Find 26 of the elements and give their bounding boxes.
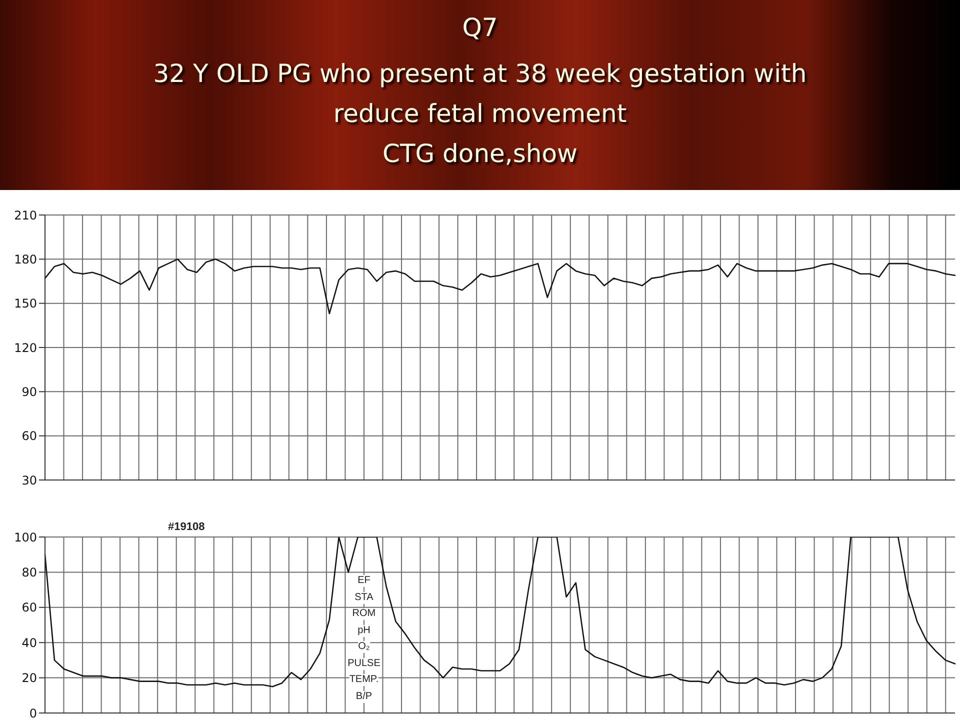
y-tick-label: 60 [22,600,37,615]
annotation: STA [354,592,374,604]
y-tick-label: 120 [14,340,37,355]
y-tick-label: 150 [14,296,37,311]
y-tick-label: 90 [22,384,37,399]
y-tick-label: 40 [22,636,37,650]
annotation: TEMP. [349,674,379,686]
annotation: ROM [352,608,376,620]
annotation: pH [358,624,370,636]
y-tick-label: 180 [14,252,37,266]
text: #19108 [168,521,205,533]
annotation: EF [358,575,370,587]
annotation: B/P [356,690,372,702]
line-series [44,258,956,314]
chart-title: Q7 [461,12,499,44]
y-tick-label: 60 [22,429,37,444]
y-tick-label: 80 [22,565,37,580]
line-series [44,537,956,688]
y-tick-label: 210 [14,208,37,222]
y-tick-label: 30 [22,473,37,488]
annotation: O₂ [358,641,370,653]
y-tick-label: 100 [14,530,37,544]
chart-subtitle: 32 Y OLD PG who present at 38 week gestation with reduce fetal movement CTG done,show [152,58,808,170]
y-tick-label: 0 [29,706,37,720]
y-tick-label: 20 [22,671,37,686]
annotation: PULSE [348,658,380,670]
